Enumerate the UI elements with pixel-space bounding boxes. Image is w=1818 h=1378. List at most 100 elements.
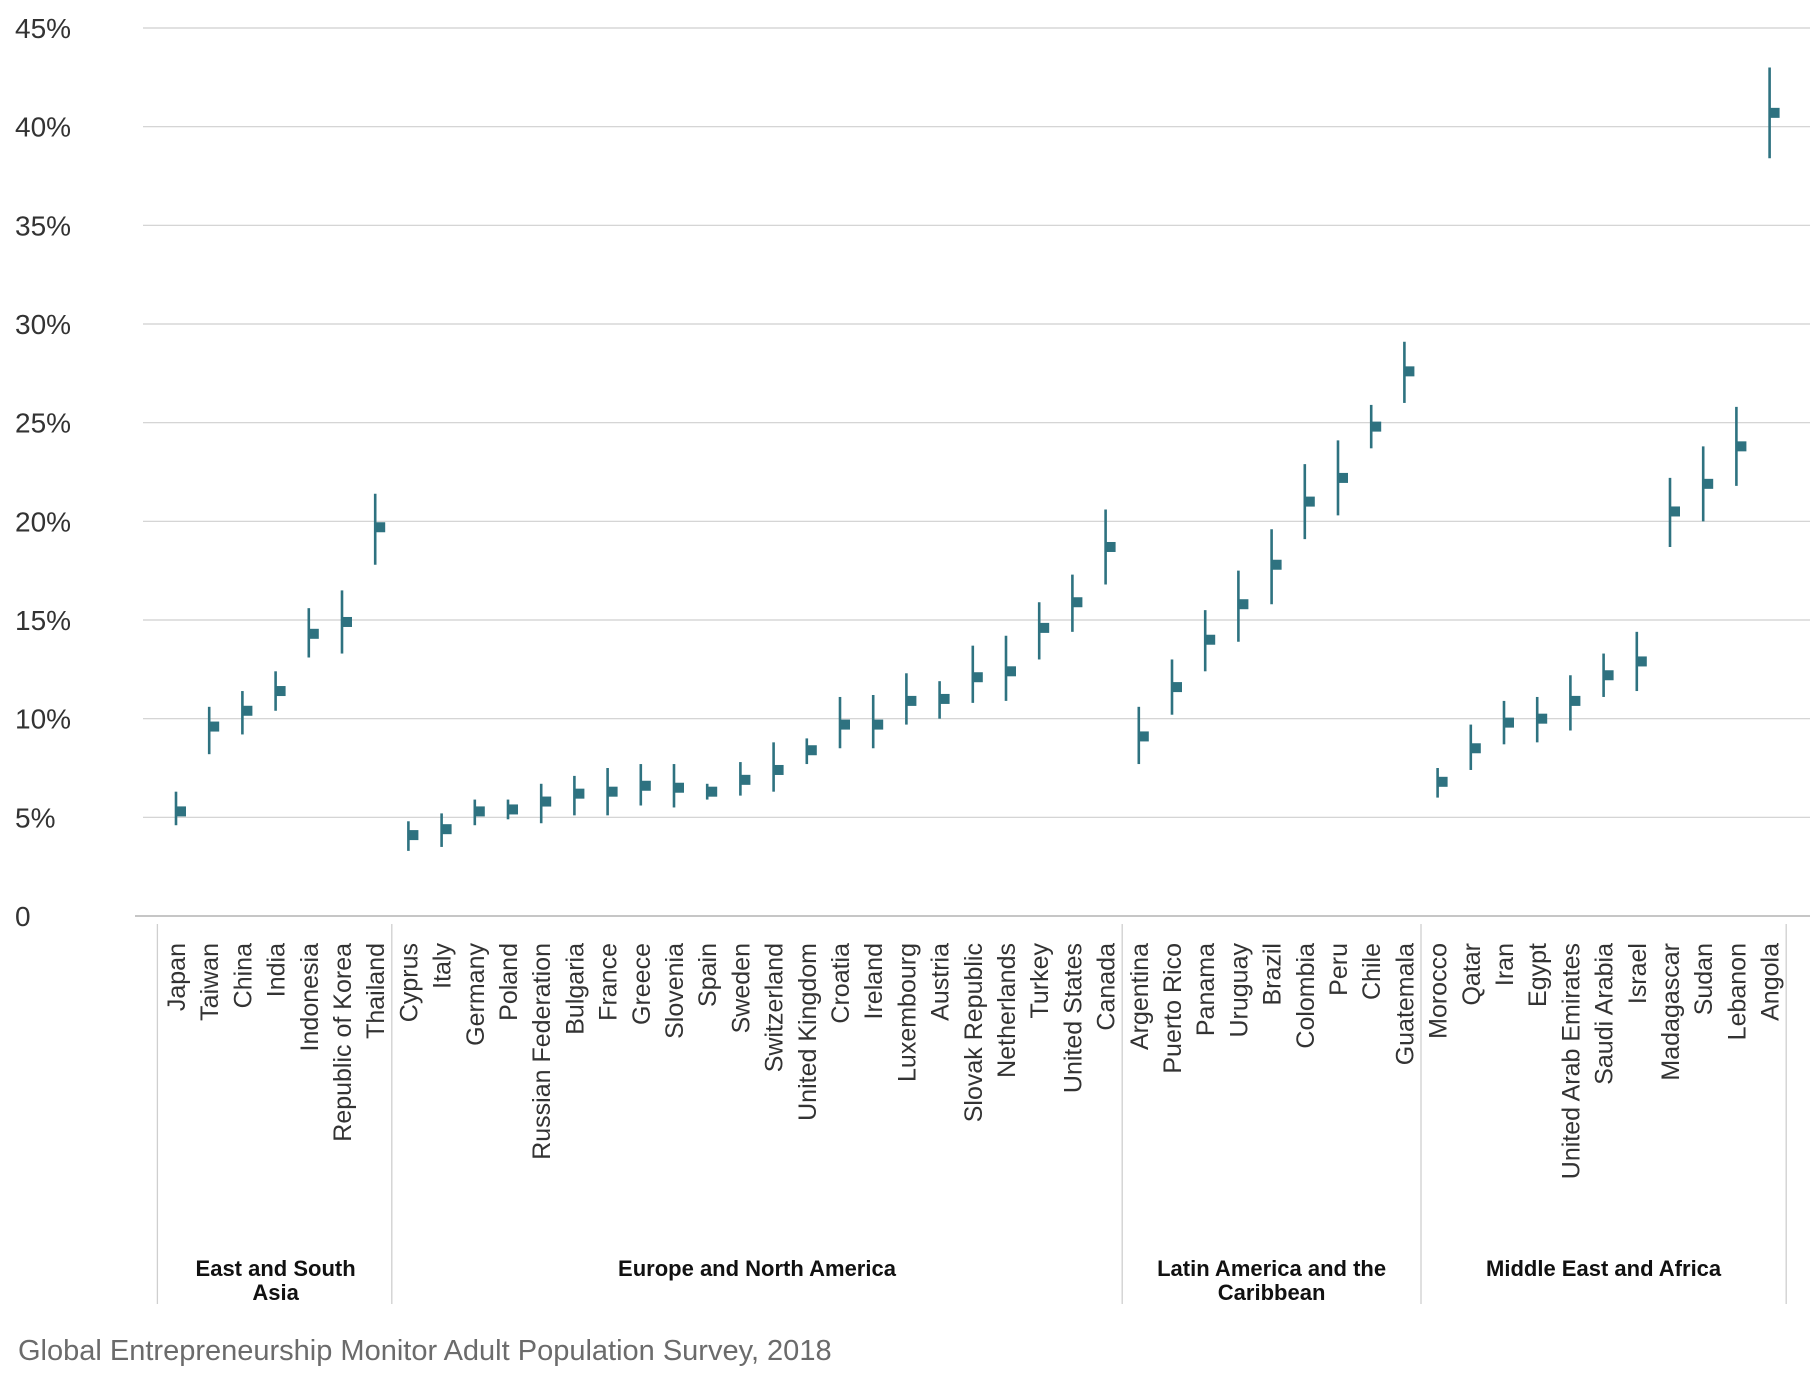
group-label: East and South Asia — [196, 1256, 356, 1305]
country-label: Italy — [429, 943, 457, 989]
country-label: Colombia — [1292, 943, 1320, 1049]
point-marker — [408, 830, 419, 841]
group-label-line: Latin America and the — [1157, 1256, 1386, 1281]
country-label: Spain — [694, 943, 722, 1007]
point-marker — [342, 616, 352, 627]
country-label: Austria — [927, 943, 955, 1021]
point-marker — [1039, 622, 1050, 633]
country-label: Thailand — [362, 943, 390, 1039]
country-label: Argentina — [1126, 943, 1154, 1050]
country-label: Indonesia — [296, 943, 324, 1052]
country-label: Sudan — [1690, 943, 1718, 1015]
country-label: Japan — [163, 943, 191, 1011]
country-label: Ireland — [860, 943, 888, 1019]
country-label: Qatar — [1458, 943, 1486, 1006]
group-label: Europe and North America — [618, 1256, 897, 1281]
country-label: United Arab Emirates — [1557, 943, 1585, 1179]
y-tick-label: 25% — [15, 408, 71, 439]
group-label-line: Middle East and Africa — [1486, 1256, 1722, 1281]
point-marker — [1603, 670, 1614, 681]
point-marker — [1006, 666, 1016, 677]
y-tick-label: 10% — [15, 704, 71, 735]
point-marker — [1371, 421, 1382, 432]
country-label: Angola — [1757, 943, 1785, 1021]
country-label: Greece — [628, 943, 656, 1025]
country-label: Republic of Korea — [329, 943, 357, 1142]
point-marker — [1636, 656, 1647, 667]
country-label: Morocco — [1425, 943, 1453, 1039]
point-marker — [707, 786, 718, 797]
y-tick-label: 35% — [15, 210, 71, 241]
country-label: Netherlands — [993, 943, 1021, 1078]
group-label-line: Europe and North America — [618, 1256, 897, 1281]
point-marker — [1570, 695, 1581, 706]
point-marker — [806, 745, 817, 756]
country-label: Canada — [1093, 943, 1121, 1031]
country-label: United States — [1059, 943, 1087, 1093]
country-label: China — [229, 943, 257, 1008]
point-marker — [939, 693, 950, 704]
point-marker — [1736, 441, 1747, 452]
country-label: United Kingdom — [794, 943, 822, 1121]
point-marker — [972, 672, 983, 683]
point-marker — [1404, 366, 1415, 377]
point-marker — [209, 721, 220, 732]
country-label: Guatemala — [1391, 943, 1419, 1065]
country-label: Bulgaria — [561, 943, 589, 1035]
point-marker — [1504, 717, 1514, 728]
country-label: Switzerland — [761, 943, 789, 1072]
point-marker — [1072, 597, 1083, 608]
point-marker — [1769, 107, 1780, 118]
point-marker — [1271, 559, 1282, 570]
country-label: Germany — [462, 943, 490, 1046]
point-marker — [773, 764, 784, 775]
country-label: Uruguay — [1225, 943, 1253, 1038]
country-label: Iran — [1491, 943, 1519, 986]
country-label: Peru — [1325, 943, 1353, 996]
point-marker — [640, 780, 651, 791]
source-note: Global Entrepreneurship Monitor Adult Po… — [18, 1335, 832, 1367]
point-marker — [674, 782, 684, 793]
country-label: Egypt — [1524, 943, 1552, 1007]
country-label: France — [595, 943, 623, 1021]
country-label: Brazil — [1259, 943, 1287, 1006]
group-label-line: East and South — [196, 1256, 356, 1281]
point-marker — [176, 806, 186, 817]
point-marker — [1670, 506, 1680, 517]
country-label: Poland — [495, 943, 523, 1021]
point-marker — [1338, 472, 1348, 483]
country-label: Taiwan — [196, 943, 224, 1021]
group-label-line: Asia — [252, 1280, 299, 1305]
point-marker — [375, 522, 386, 533]
point-marker — [906, 695, 917, 706]
country-label: Puerto Rico — [1159, 943, 1187, 1074]
country-label: Slovak Republic — [960, 943, 988, 1122]
point-marker — [1437, 776, 1448, 787]
country-label: Chile — [1358, 943, 1386, 1000]
point-marker — [1205, 634, 1216, 645]
point-marker — [1470, 743, 1481, 754]
point-marker — [840, 719, 850, 730]
error-bar-chart: 05%10%15%20%25%30%35%40%45%Japan Taiwan Ch… — [15, 13, 1810, 1305]
country-label: Luxembourg — [893, 943, 921, 1082]
country-label: Saudi Arabia — [1591, 943, 1619, 1085]
country-label: Sweden — [727, 943, 755, 1033]
country-label: India — [263, 943, 291, 997]
point-marker — [1238, 599, 1249, 610]
y-tick-label: 40% — [15, 112, 71, 143]
point-marker — [1105, 541, 1116, 552]
country-label: Panama — [1192, 943, 1220, 1036]
point-marker — [574, 788, 585, 799]
point-marker — [242, 705, 253, 716]
y-tick-label: 45% — [15, 13, 71, 44]
point-marker — [275, 686, 286, 697]
point-marker — [740, 774, 751, 785]
point-marker — [541, 796, 552, 807]
country-label: Croatia — [827, 943, 855, 1024]
country-label: Madagascar — [1657, 943, 1685, 1081]
country-label: Cyprus — [395, 943, 423, 1022]
group-label: Middle East and Africa — [1486, 1256, 1722, 1281]
point-marker — [308, 628, 319, 639]
country-label: Lebanon — [1723, 943, 1751, 1040]
